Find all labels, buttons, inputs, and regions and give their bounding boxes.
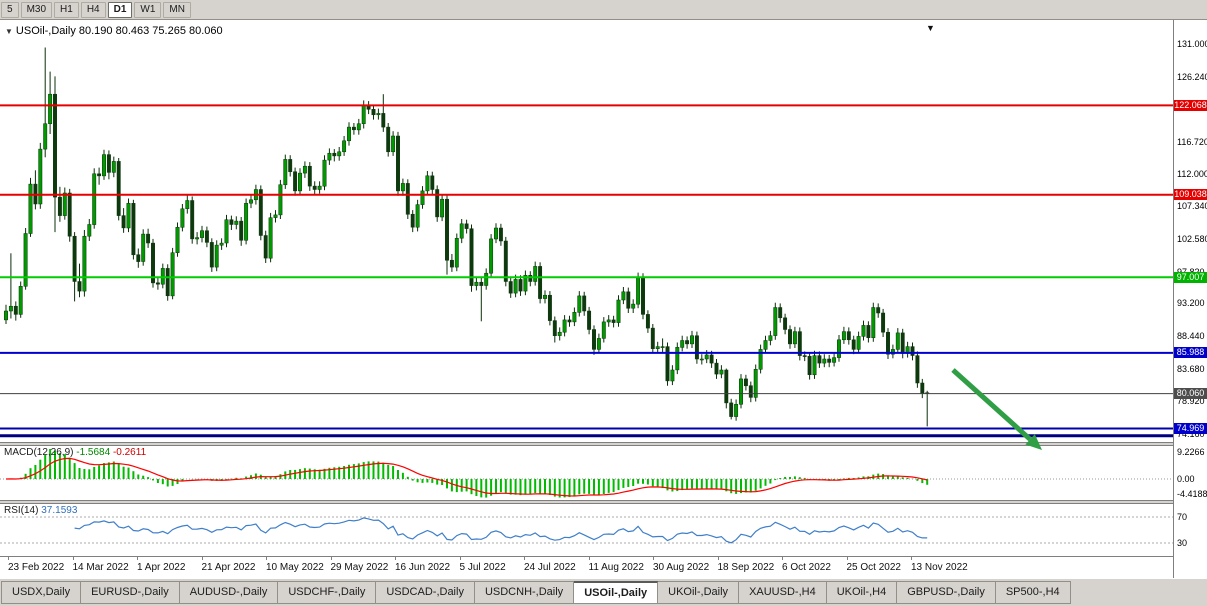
- chart-title-bar: ▼ USOil-,Daily 80.190 80.463 75.265 80.06…: [5, 25, 223, 37]
- chart-tab-ukoil-daily[interactable]: UKOil-,Daily: [658, 581, 740, 604]
- time-axis-label: 5 Jul 2022: [459, 562, 506, 573]
- chart-shift-marker-icon[interactable]: ▼: [926, 23, 935, 33]
- time-axis-label: 23 Feb 2022: [8, 562, 65, 573]
- timeframe-button-5[interactable]: 5: [1, 1, 19, 18]
- time-axis-tick: [782, 557, 783, 560]
- time-axis[interactable]: 23 Feb 2022 14 Mar 2022 1 Apr 2022 21 Apr 2…: [0, 556, 1173, 578]
- time-axis-tick: [72, 557, 74, 560]
- time-axis-tick: [330, 557, 332, 560]
- macd-label: MACD(12,26,9) -1.5684 -0.2611: [4, 447, 146, 458]
- rsi-line: [74, 517, 928, 544]
- time-axis-label: 16 Jun 2022: [395, 562, 451, 573]
- chart-ohlc-values: 80.190 80.463 75.265 80.060: [78, 25, 223, 37]
- chart-tab-sp500-h4[interactable]: SP500-,H4: [995, 581, 1071, 604]
- candlestick-series: [4, 47, 930, 427]
- rsi-value: 37.1593: [41, 505, 78, 516]
- time-axis-tick: [137, 557, 138, 560]
- timeframe-button-d1[interactable]: D1: [107, 1, 133, 18]
- time-axis-tick: [266, 557, 267, 560]
- price-axis[interactable]: [1173, 20, 1207, 578]
- timeframe-button-w1[interactable]: W1: [134, 1, 162, 18]
- time-axis-tick: [8, 557, 9, 560]
- time-axis-tick: [717, 557, 719, 560]
- macd-histogram: [9, 449, 929, 498]
- timeframe-button-mn[interactable]: MN: [163, 1, 191, 18]
- time-axis-tick: [653, 557, 654, 560]
- time-axis-label: 25 Oct 2022: [846, 562, 901, 573]
- chart-tab-audusd-daily[interactable]: AUDUSD-,Daily: [179, 581, 279, 604]
- time-axis-tick: [846, 557, 848, 560]
- time-axis-label: 11 Aug 2022: [588, 562, 644, 573]
- time-axis-tick: [395, 557, 396, 560]
- time-axis-label: 1 Apr 2022: [137, 562, 186, 573]
- time-axis-label: 24 Jul 2022: [524, 562, 576, 573]
- time-axis-tick: [524, 557, 525, 560]
- time-axis-tick: [459, 557, 461, 560]
- rsi-label: RSI(14) 37.1593: [4, 505, 77, 516]
- time-axis-tick: [588, 557, 590, 560]
- rsi-indicator-panel[interactable]: [0, 504, 1173, 556]
- chart-tabs: USDX,Daily EURUSD-,Daily AUDUSD-,Daily USDC…: [0, 579, 1207, 604]
- chart-tab-gbpusd-daily[interactable]: GBPUSD-,Daily: [897, 581, 996, 604]
- chart-tab-ukoil-h4[interactable]: UKOil-,H4: [826, 581, 898, 604]
- time-axis-label: 6 Oct 2022: [782, 562, 831, 573]
- chart-tab-usdchf-daily[interactable]: USDCHF-,Daily: [278, 581, 377, 604]
- timeframe-buttons: 5 M30 H1 H4 D1 W1 MN: [0, 0, 192, 19]
- time-axis-label: 14 Mar 2022: [72, 562, 129, 573]
- timeframe-button-m30[interactable]: M30: [20, 1, 53, 18]
- chart-tab-xauusd-h4[interactable]: XAUUSD-,H4: [739, 581, 827, 604]
- chart-tab-usdx-daily[interactable]: USDX,Daily: [1, 581, 82, 604]
- time-axis-tick: [201, 557, 203, 560]
- panel-splitter[interactable]: [0, 500, 1173, 504]
- price-chart[interactable]: [0, 40, 1173, 442]
- chart-symbol-period: USOil-,Daily: [15, 25, 76, 37]
- time-axis-tick: [911, 557, 912, 560]
- chart-tab-usoil-daily[interactable]: USOil-,Daily: [574, 581, 659, 604]
- panel-splitter[interactable]: [0, 442, 1173, 446]
- timeframe-button-h4[interactable]: H4: [80, 1, 106, 18]
- chart-tab-usdcnh-daily[interactable]: USDCNH-,Daily: [474, 581, 575, 604]
- macd-signal-value: -0.2611: [112, 447, 147, 458]
- time-axis-label: 30 Aug 2022: [653, 562, 710, 573]
- time-axis-label: 29 May 2022: [330, 562, 389, 573]
- time-axis-label: 21 Apr 2022: [201, 562, 256, 573]
- rsi-name: RSI(14): [4, 505, 39, 516]
- time-axis-label: 18 Sep 2022: [717, 562, 775, 573]
- time-axis-label: 10 May 2022: [266, 562, 324, 573]
- macd-indicator-panel[interactable]: [0, 446, 1173, 500]
- chart-dropdown-icon[interactable]: ▼: [5, 27, 13, 36]
- chart-tab-eurusd-daily[interactable]: EURUSD-,Daily: [81, 581, 180, 604]
- timeframe-button-h1[interactable]: H1: [54, 1, 79, 18]
- macd-name: MACD(12,26,9): [4, 447, 74, 458]
- macd-signal-line: [5, 457, 928, 497]
- macd-main-value: -1.5684: [76, 447, 111, 458]
- chart-tab-bar: USDX,Daily EURUSD-,Daily AUDUSD-,Daily USDC…: [0, 578, 1207, 606]
- timeframe-toolbar: 5 M30 H1 H4 D1 W1 MN: [0, 0, 1207, 20]
- chart-tab-usdcad-daily[interactable]: USDCAD-,Daily: [376, 581, 475, 604]
- time-axis-label: 13 Nov 2022: [911, 562, 968, 573]
